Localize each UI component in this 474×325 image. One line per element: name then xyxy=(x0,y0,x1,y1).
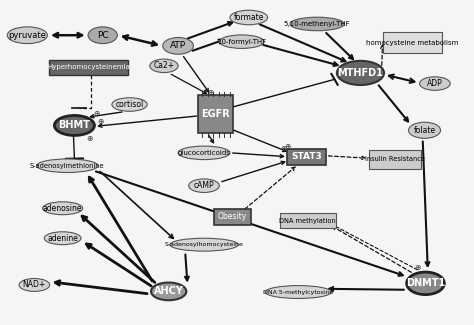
Ellipse shape xyxy=(337,61,384,85)
Text: adenine: adenine xyxy=(47,234,78,243)
Ellipse shape xyxy=(43,202,82,215)
Ellipse shape xyxy=(55,115,94,136)
Text: DNA methylation: DNA methylation xyxy=(279,217,336,224)
Ellipse shape xyxy=(290,17,344,31)
Ellipse shape xyxy=(7,27,47,44)
FancyBboxPatch shape xyxy=(287,149,326,164)
Text: Ca2+: Ca2+ xyxy=(154,61,174,70)
Text: DNMT1: DNMT1 xyxy=(406,278,445,288)
Ellipse shape xyxy=(407,272,444,294)
Text: glucocorticoids: glucocorticoids xyxy=(178,150,230,156)
Text: ⊕: ⊕ xyxy=(98,117,104,126)
Ellipse shape xyxy=(163,37,193,54)
Text: ADP: ADP xyxy=(427,79,443,88)
Ellipse shape xyxy=(178,146,230,160)
Text: BHMT: BHMT xyxy=(58,121,91,130)
Ellipse shape xyxy=(409,122,440,138)
Ellipse shape xyxy=(150,59,178,72)
Text: 5,10-methenyl-THF: 5,10-methenyl-THF xyxy=(284,21,350,27)
Text: formate: formate xyxy=(234,13,264,22)
Text: MTHFD1: MTHFD1 xyxy=(337,68,383,78)
Text: ⊕: ⊕ xyxy=(414,263,420,272)
Text: ⊕: ⊕ xyxy=(86,134,93,143)
FancyBboxPatch shape xyxy=(49,60,128,75)
Text: AHCY: AHCY xyxy=(154,286,183,296)
FancyBboxPatch shape xyxy=(369,150,420,169)
Text: ⊕: ⊕ xyxy=(280,144,286,153)
FancyBboxPatch shape xyxy=(214,209,251,225)
Text: cortisol: cortisol xyxy=(116,100,144,109)
Text: homocysteine metabolism: homocysteine metabolism xyxy=(366,40,458,46)
Ellipse shape xyxy=(230,10,268,25)
Ellipse shape xyxy=(170,238,238,251)
Text: S-adenosylhomocysteine: S-adenosylhomocysteine xyxy=(164,242,244,247)
Text: DNA 5-methylcytosine: DNA 5-methylcytosine xyxy=(263,290,334,294)
FancyBboxPatch shape xyxy=(280,214,336,227)
Text: Obesity: Obesity xyxy=(218,212,247,221)
Ellipse shape xyxy=(151,282,186,300)
Ellipse shape xyxy=(44,232,81,245)
Text: S-adenosylmethionine: S-adenosylmethionine xyxy=(30,163,105,169)
Text: adenosine: adenosine xyxy=(43,204,82,213)
Text: ⊕: ⊕ xyxy=(207,88,213,97)
Text: EGFR: EGFR xyxy=(201,109,230,119)
Text: 10-formyl-THF: 10-formyl-THF xyxy=(217,39,266,45)
Text: folate: folate xyxy=(413,126,436,135)
Text: STAT3: STAT3 xyxy=(292,152,322,161)
Ellipse shape xyxy=(112,98,147,111)
Text: PC: PC xyxy=(97,31,109,40)
Ellipse shape xyxy=(36,159,98,173)
Ellipse shape xyxy=(189,179,219,192)
Text: Insulin Resistance: Insulin Resistance xyxy=(365,156,425,162)
Text: ATP: ATP xyxy=(170,41,186,50)
Ellipse shape xyxy=(88,27,117,44)
Ellipse shape xyxy=(265,286,331,298)
Text: cAMP: cAMP xyxy=(194,181,214,190)
Text: ⊕: ⊕ xyxy=(93,109,99,118)
Text: ⊕: ⊕ xyxy=(285,142,291,151)
FancyBboxPatch shape xyxy=(198,95,233,133)
Ellipse shape xyxy=(419,77,450,90)
Ellipse shape xyxy=(219,35,264,48)
FancyBboxPatch shape xyxy=(383,32,441,53)
Text: Hyperhomocysteinemia: Hyperhomocysteinemia xyxy=(47,64,130,71)
Ellipse shape xyxy=(19,279,50,292)
Text: pyruvate: pyruvate xyxy=(9,31,46,40)
Text: NAD+: NAD+ xyxy=(23,280,46,290)
